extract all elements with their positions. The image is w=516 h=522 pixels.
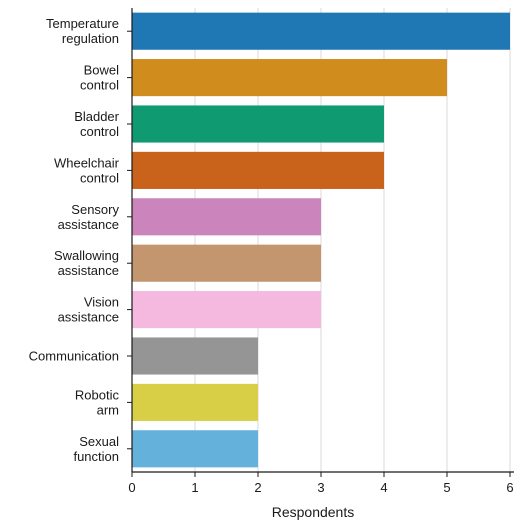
bar — [132, 151, 384, 189]
bars — [132, 12, 510, 468]
x-tick-label: 6 — [506, 480, 513, 495]
category-label: Robotic arm — [75, 387, 120, 417]
bar — [132, 337, 258, 375]
category-label: Wheelchair control — [54, 155, 120, 185]
bar — [132, 59, 447, 97]
category-label: Temperature regulation — [46, 16, 119, 46]
bar — [132, 383, 258, 421]
x-tick-label: 3 — [317, 480, 324, 495]
bar — [132, 12, 510, 50]
x-tick-label: 2 — [254, 480, 261, 495]
category-label: Swallowing assistance — [54, 248, 119, 278]
bar — [132, 105, 384, 143]
x-axis-title: Respondents — [272, 504, 355, 520]
category-label: Communication — [29, 349, 119, 364]
x-tick-label: 4 — [380, 480, 387, 495]
x-tick-label: 0 — [128, 480, 135, 495]
bar — [132, 244, 321, 282]
category-label: Vision assistance — [58, 295, 119, 325]
x-tick-label: 1 — [191, 480, 198, 495]
bar — [132, 430, 258, 468]
bar — [132, 291, 321, 329]
category-label: Sexual function — [73, 434, 119, 464]
bar — [132, 198, 321, 236]
category-label: Bowel control — [80, 63, 119, 93]
category-label: Bladder control — [74, 109, 119, 139]
category-label: Sensory assistance — [58, 202, 120, 232]
x-tick-label: 5 — [443, 480, 450, 495]
axes: 0 1 2 3 4 5 6 Temperature regulation Bowel control… — [29, 8, 514, 495]
